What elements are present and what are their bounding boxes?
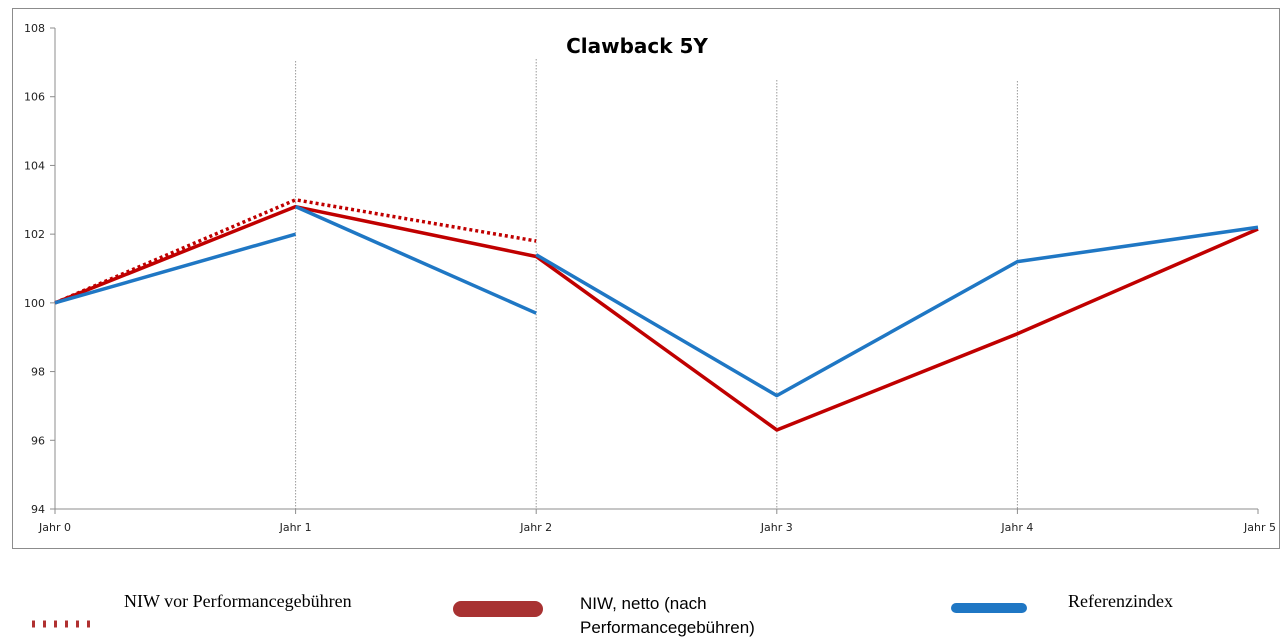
series-line-reference-segment-1 [54,232,297,305]
series-line-reference-segment-2 [294,205,537,315]
legend-item-net [452,598,544,620]
y-tick-label: 94 [31,503,45,516]
x-tick-label: Jahr 2 [519,521,552,534]
x-tick-label: Jahr 0 [38,521,71,534]
y-tick-label: 106 [24,91,45,104]
legend-swatch-reference-icon [951,603,1027,613]
legend-item-gross [30,616,100,628]
y-tick-label: 96 [31,434,45,447]
legend-item-reference [950,598,1030,618]
grid-layer [295,59,1018,509]
x-tick-label: Jahr 3 [760,521,793,534]
legend-label-gross: NIW vor Performancegebühren [124,591,352,611]
x-tick-label: Jahr 1 [279,521,312,534]
series-layer [54,198,1259,432]
series-line-reference-segment-3 [535,225,1259,398]
legend-swatch-dotted-icon [32,620,96,628]
series-line-net [54,204,1259,432]
y-tick-label: 98 [31,366,45,379]
y-tick-label: 102 [24,228,45,241]
chart-title: Clawback 5Y [566,34,708,58]
legend-label-net-line2: Performancegebühren) [580,618,755,637]
y-tick-label: 108 [24,22,45,35]
x-tick-label: Jahr 5 [1243,521,1276,534]
legend-label-reference: Referenzindex [1068,591,1173,611]
legend-label-net: NIW, netto (nach Performancegebühren) [580,592,755,640]
x-tick-label: Jahr 4 [1000,521,1033,534]
chart-frame: Clawback 5Y 94 96 98 100 102 104 106 108 Jahr 0 J… [12,8,1280,549]
legend-label-net-line1: NIW, netto (nach [580,594,707,613]
y-tick-label: 104 [24,159,45,172]
y-tick-label: 100 [24,297,45,310]
axes-layer: 94 96 98 100 102 104 106 108 Jahr 0 Jahr 1 Jahr 2 J… [24,22,1276,534]
legend-swatch-net-icon [453,601,543,617]
chart-svg: Clawback 5Y 94 96 98 100 102 104 106 108 Jahr 0 J… [24,22,1276,534]
